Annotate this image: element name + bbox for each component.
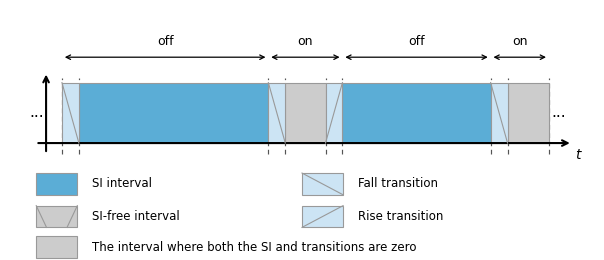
Bar bbox=[490, 83, 507, 143]
Bar bbox=[62, 83, 79, 143]
Bar bbox=[302, 206, 343, 228]
Bar bbox=[79, 83, 268, 143]
Text: Rise transition: Rise transition bbox=[358, 210, 443, 223]
Text: SI interval: SI interval bbox=[92, 177, 152, 190]
Text: on: on bbox=[298, 35, 313, 48]
Bar bbox=[326, 83, 342, 143]
Text: on: on bbox=[512, 35, 527, 48]
Text: ...: ... bbox=[551, 105, 566, 120]
Bar bbox=[507, 83, 549, 143]
Bar bbox=[36, 173, 77, 195]
Bar bbox=[36, 206, 77, 228]
Text: off: off bbox=[408, 35, 425, 48]
Bar bbox=[342, 83, 490, 143]
Bar bbox=[36, 236, 77, 258]
Bar bbox=[302, 173, 343, 195]
Bar bbox=[268, 83, 285, 143]
Text: $t$: $t$ bbox=[575, 148, 583, 162]
Text: ...: ... bbox=[29, 105, 44, 120]
Text: SI-free interval: SI-free interval bbox=[92, 210, 180, 223]
Bar bbox=[285, 83, 326, 143]
Text: off: off bbox=[157, 35, 173, 48]
Text: The interval where both the SI and transitions are zero: The interval where both the SI and trans… bbox=[92, 241, 417, 254]
Text: Fall transition: Fall transition bbox=[358, 177, 438, 190]
